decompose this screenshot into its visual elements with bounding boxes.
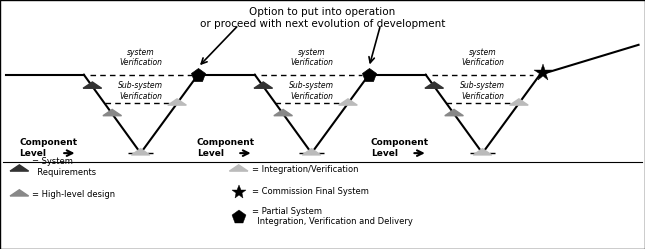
Polygon shape xyxy=(445,110,463,116)
Text: system
Verification: system Verification xyxy=(461,48,504,67)
Polygon shape xyxy=(510,99,528,105)
Text: system
Verification: system Verification xyxy=(290,48,333,67)
Text: Component
Level: Component Level xyxy=(371,138,429,158)
Polygon shape xyxy=(10,165,28,171)
Polygon shape xyxy=(473,149,491,155)
Polygon shape xyxy=(303,149,321,155)
Polygon shape xyxy=(425,82,444,88)
Text: = Commission Final System: = Commission Final System xyxy=(252,187,368,196)
Text: Component
Level: Component Level xyxy=(19,138,77,158)
Text: = Integration/Verification: = Integration/Verification xyxy=(252,165,358,174)
Text: Sub-system
Verification: Sub-system Verification xyxy=(289,81,334,101)
Text: = High-level design: = High-level design xyxy=(32,190,115,199)
Polygon shape xyxy=(132,149,150,155)
Text: Sub-system
Verification: Sub-system Verification xyxy=(460,81,505,101)
Text: Component
Level: Component Level xyxy=(197,138,255,158)
Polygon shape xyxy=(10,190,28,196)
Polygon shape xyxy=(103,110,121,116)
Text: = Partial System
  Integration, Verification and Delivery: = Partial System Integration, Verificati… xyxy=(252,207,412,226)
Polygon shape xyxy=(339,99,357,105)
Polygon shape xyxy=(274,110,292,116)
Text: = System
  Requirements: = System Requirements xyxy=(32,157,96,177)
Polygon shape xyxy=(230,165,248,171)
Text: system
Verification: system Verification xyxy=(119,48,163,67)
Text: Sub-system
Verification: Sub-system Verification xyxy=(118,81,163,101)
Text: Option to put into operation
or proceed with next evolution of development: Option to put into operation or proceed … xyxy=(200,7,445,29)
Polygon shape xyxy=(254,82,273,88)
Polygon shape xyxy=(168,99,186,105)
Polygon shape xyxy=(83,82,102,88)
